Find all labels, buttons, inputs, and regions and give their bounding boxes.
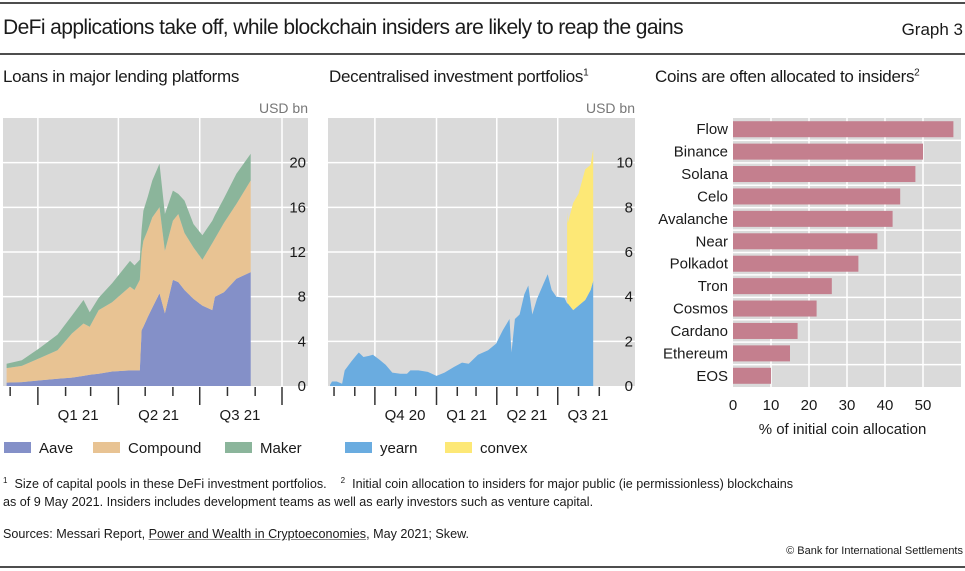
category-label-tron: Tron: [698, 278, 728, 295]
x-tick-label: Q3 21: [220, 407, 261, 424]
panel-title-portfolios: Decentralised investment portfolios1: [329, 67, 589, 87]
sources-prefix: Sources: Messari Report,: [3, 527, 149, 541]
category-label-avalanche: Avalanche: [658, 211, 728, 228]
area-chart-portfolios: [328, 118, 635, 405]
top-rule: [0, 2, 965, 4]
sources-suffix: , May 2021; Skew.: [366, 527, 469, 541]
bar-cosmos: [733, 300, 817, 317]
y-tick-label: 2: [625, 333, 633, 350]
sources: Sources: Messari Report, Power and Wealt…: [3, 527, 469, 541]
footnote-2-text: Initial coin allocation to insiders for …: [352, 477, 794, 492]
legend-swatch-aave: [4, 442, 31, 453]
x-axis-title: % of initial coin allocation: [759, 421, 927, 438]
legend-swatch-compound: [93, 442, 120, 453]
legend-label-compound: Compound: [128, 440, 201, 457]
area-series-yearn: [330, 274, 594, 386]
category-label-celo: Celo: [697, 188, 728, 205]
unit-label: USD bn: [586, 100, 635, 116]
y-tick-label: 4: [625, 289, 633, 306]
footnote-2-marker: 2: [340, 476, 346, 485]
footnote-1-text: Size of capital pools in these DeFi inve…: [14, 477, 327, 492]
bar-eos: [733, 367, 771, 384]
graph-number: Graph 3: [901, 20, 963, 39]
category-label-near: Near: [695, 233, 728, 250]
sources-report-link[interactable]: Power and Wealth in Cryptoeconomies: [148, 527, 367, 541]
category-label-binance: Binance: [674, 144, 728, 161]
unit-label: USD bn: [259, 100, 308, 116]
x-tick-label: 30: [839, 397, 856, 414]
bar-flow: [733, 121, 954, 138]
category-label-cosmos: Cosmos: [673, 301, 728, 318]
legend-swatch-maker: [225, 442, 252, 453]
panel-title-insiders: Coins are often allocated to insiders2: [655, 67, 920, 87]
legend-label-maker: Maker: [260, 440, 302, 457]
bar-polkadot: [733, 255, 859, 272]
y-tick-label: 16: [289, 199, 306, 216]
bar-tron: [733, 278, 832, 295]
legend-label-aave: Aave: [39, 440, 73, 457]
legend-label-convex: convex: [480, 440, 528, 457]
x-tick-label: 0: [729, 397, 737, 414]
legend-swatch-yearn: [345, 442, 372, 453]
area-series-convex: [567, 149, 594, 311]
y-tick-label: 20: [289, 155, 306, 172]
bottom-rule: [0, 566, 965, 568]
y-tick-label: 0: [298, 378, 306, 395]
footnote-1-marker: 1: [3, 476, 8, 485]
footnotes-line-2: as of 9 May 2021. Insiders includes deve…: [3, 495, 594, 509]
y-tick-label: 10: [616, 155, 633, 172]
panel-title-loans: Loans in major lending platforms: [3, 67, 239, 87]
x-tick-label: 10: [763, 397, 780, 414]
x-tick-label: Q4 20: [385, 407, 426, 424]
bar-avalanche: [733, 210, 893, 227]
panel-title-portfolios-text: Decentralised investment portfolios: [329, 67, 584, 86]
bar-celo: [733, 188, 901, 205]
bar-chart-insiders: [733, 118, 961, 387]
bar-solana: [733, 166, 916, 183]
panel-title-insiders-text: Coins are often allocated to insiders: [655, 67, 915, 86]
category-label-solana: Solana: [681, 166, 728, 183]
panel-title-loans-text: Loans in major lending platforms: [3, 67, 240, 86]
area-series-compound: [6, 180, 251, 383]
category-label-cardano: Cardano: [670, 323, 728, 340]
bar-near: [733, 233, 878, 250]
x-tick-label: Q2 21: [506, 407, 547, 424]
x-tick-label: Q3 21: [567, 407, 608, 424]
legend-swatch-convex: [445, 442, 472, 453]
area-chart-loans: [3, 118, 308, 405]
category-label-ethereum: Ethereum: [663, 345, 728, 362]
x-tick-label: Q1 21: [446, 407, 487, 424]
area-series-aave: [6, 272, 251, 386]
footnote-marker-1: 1: [583, 67, 589, 79]
x-tick-label: Q1 21: [58, 407, 99, 424]
bar-binance: [733, 143, 923, 160]
x-tick-label: 40: [877, 397, 894, 414]
y-tick-label: 6: [625, 244, 633, 261]
footnote-marker-2: 2: [914, 67, 920, 79]
copyright: © Bank for International Settlements: [786, 545, 963, 557]
x-tick-label: 50: [915, 397, 932, 414]
y-tick-label: 4: [298, 333, 306, 350]
y-tick-label: 8: [625, 199, 633, 216]
category-label-eos: EOS: [696, 368, 728, 385]
header-rule: [0, 53, 965, 55]
category-label-flow: Flow: [696, 121, 728, 138]
legend-label-yearn: yearn: [380, 440, 418, 457]
bar-ethereum: [733, 345, 790, 362]
page-title: DeFi applications take off, while blockc…: [3, 16, 684, 39]
bar-cardano: [733, 322, 798, 339]
y-tick-label: 0: [625, 378, 633, 395]
category-label-polkadot: Polkadot: [670, 256, 729, 273]
footnotes-line-1: 1 Size of capital pools in these DeFi in…: [3, 476, 793, 491]
y-tick-label: 12: [289, 244, 306, 261]
x-tick-label: Q2 21: [138, 407, 179, 424]
x-tick-label: 20: [801, 397, 818, 414]
y-tick-label: 8: [298, 289, 306, 306]
